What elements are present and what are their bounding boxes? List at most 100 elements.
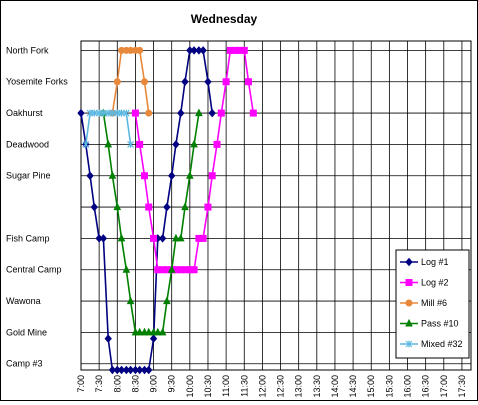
y-tick-label: Central Camp <box>6 265 62 275</box>
data-point-mill-6 <box>136 46 144 54</box>
data-point-log-1 <box>158 234 167 243</box>
data-point-pass-10 <box>113 202 122 211</box>
y-tick-label: Sugar Pine <box>6 171 51 181</box>
x-tick-label: 14:30 <box>348 375 358 398</box>
data-point-mill-6 <box>140 78 148 86</box>
x-tick-labels: 7:00 7:30 8:00 8:30 9:00 9:30 10:00 10:30 11:00 1… <box>76 375 467 398</box>
data-point-log-1 <box>90 202 98 212</box>
data-point-log-2 <box>199 234 207 242</box>
x-tick-label: 8:00 <box>112 375 122 393</box>
data-point-log-2 <box>150 234 158 242</box>
y-tick-label: Camp #3 <box>6 359 43 369</box>
x-tick-label: 12:00 <box>257 375 267 398</box>
y-tick-label: Deadwood <box>6 139 49 149</box>
data-point-log-1 <box>99 234 108 243</box>
series-log-2 <box>131 46 257 274</box>
data-point-mill-6 <box>145 109 153 117</box>
data-point-pass-10 <box>176 233 185 242</box>
x-tick-label: 8:30 <box>130 375 140 393</box>
data-point-log-1 <box>108 365 117 375</box>
data-point-mill-6 <box>113 78 121 86</box>
x-tick-label: 16:00 <box>403 375 413 398</box>
data-point-pass-10 <box>195 108 203 117</box>
legend-label: Mixed #32 <box>421 339 463 349</box>
chart-title: Wednesday <box>191 12 258 26</box>
data-point-log-1 <box>177 108 185 118</box>
data-point-log-1 <box>199 46 207 55</box>
data-point-log-1 <box>149 334 158 343</box>
legend-item-mill-6: Mill #6 <box>400 298 447 308</box>
data-point-pass-10 <box>126 296 135 305</box>
data-point-log-2 <box>240 46 248 54</box>
data-point-log-1 <box>126 365 135 375</box>
data-point-pass-10 <box>122 265 131 273</box>
data-point-log-2 <box>222 78 230 86</box>
y-tick-label: North Fork <box>6 45 49 55</box>
data-point-pass-10 <box>172 233 180 242</box>
data-point-log-2 <box>145 203 153 211</box>
x-tick-label: 17:00 <box>439 375 449 398</box>
data-point-log-2 <box>217 109 225 117</box>
legend-label: Log #2 <box>421 278 449 288</box>
data-point-log-2 <box>244 78 252 86</box>
y-tick-label: Gold Mine <box>6 327 47 337</box>
data-point-pass-10 <box>144 327 153 336</box>
x-tick-label: 17:30 <box>457 375 467 398</box>
legend-label: Log #1 <box>421 257 449 267</box>
legend-marker <box>405 257 413 267</box>
x-tick-label: 9:30 <box>167 375 177 393</box>
data-point-log-1 <box>86 171 94 181</box>
legend-marker <box>405 299 413 307</box>
data-point-pass-10 <box>181 202 189 211</box>
y-tick-labels: North Fork Yosemite Forks Oakhurst Deadwood… <box>6 45 68 368</box>
data-point-mixed-32 <box>127 140 135 148</box>
x-tick-label: 9:00 <box>149 375 159 393</box>
data-point-log-2 <box>213 140 221 148</box>
x-tick-label: 16:30 <box>421 375 431 398</box>
data-point-log-2 <box>208 172 216 180</box>
x-tick-label: 7:00 <box>76 375 86 393</box>
data-point-log-1 <box>117 365 126 375</box>
x-tick-label: 12:30 <box>276 375 286 398</box>
series-pass-10 <box>99 108 203 336</box>
data-point-log-2 <box>190 266 198 274</box>
legend-item-pass-10: Pass #10 <box>400 319 459 329</box>
series-mixed-32 <box>82 109 135 148</box>
x-tick-label: 15:00 <box>366 375 376 398</box>
data-point-log-1 <box>208 108 216 118</box>
data-point-log-1 <box>163 202 171 212</box>
data-point-log-2 <box>140 172 148 180</box>
x-tick-label: 15:30 <box>384 375 394 398</box>
y-tick-label: Fish Camp <box>6 233 50 243</box>
data-point-pass-10 <box>117 233 126 242</box>
data-point-pass-10 <box>108 171 117 179</box>
data-point-pass-10 <box>158 327 167 336</box>
data-point-log-2 <box>131 109 139 117</box>
data-point-log-1 <box>77 108 85 118</box>
y-tick-label: Oakhurst <box>6 108 43 118</box>
data-point-log-1 <box>190 46 198 55</box>
legend-marker <box>405 318 413 327</box>
data-point-mixed-32 <box>82 140 90 148</box>
x-tick-label: 10:00 <box>185 375 195 398</box>
y-tick-label: Wawona <box>6 296 41 306</box>
legend-item-mixed-32: Mixed #32 <box>400 339 463 349</box>
legend: Log #1 Log #2 Mill #6 Pass #10 Mixed #32 <box>395 249 470 359</box>
legend-label: Pass #10 <box>421 319 459 329</box>
data-point-log-2 <box>249 109 257 117</box>
data-point-pass-10 <box>163 296 171 305</box>
x-tick-label: 13:00 <box>294 375 304 398</box>
x-tick-label: 14:00 <box>330 375 340 398</box>
legend-item-log-1: Log #1 <box>400 257 449 267</box>
data-point-log-2 <box>136 140 144 148</box>
data-point-log-2 <box>204 203 212 211</box>
legend-marker <box>405 279 413 286</box>
data-point-pass-10 <box>190 139 198 148</box>
x-tick-label: 7:30 <box>94 375 104 393</box>
legend-item-log-2: Log #2 <box>400 278 449 288</box>
x-tick-label: 10:30 <box>203 375 213 398</box>
data-point-pass-10 <box>135 327 144 336</box>
data-point-log-1 <box>135 365 144 375</box>
